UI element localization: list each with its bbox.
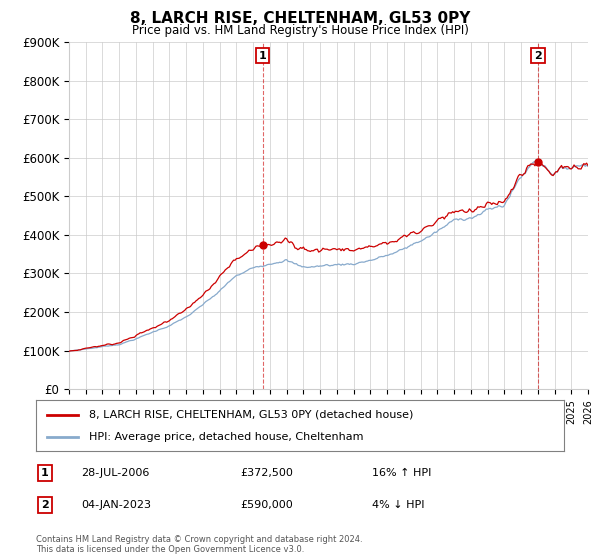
Text: HPI: Average price, detached house, Cheltenham: HPI: Average price, detached house, Chel… [89, 432, 364, 442]
Text: 2: 2 [534, 50, 542, 60]
Text: 1: 1 [41, 468, 49, 478]
Text: Contains HM Land Registry data © Crown copyright and database right 2024.
This d: Contains HM Land Registry data © Crown c… [36, 535, 362, 554]
Text: 8, LARCH RISE, CHELTENHAM, GL53 0PY (detached house): 8, LARCH RISE, CHELTENHAM, GL53 0PY (det… [89, 409, 413, 419]
Text: Price paid vs. HM Land Registry's House Price Index (HPI): Price paid vs. HM Land Registry's House … [131, 24, 469, 36]
Text: 2: 2 [41, 500, 49, 510]
Text: 28-JUL-2006: 28-JUL-2006 [81, 468, 149, 478]
Text: £590,000: £590,000 [240, 500, 293, 510]
Text: 16% ↑ HPI: 16% ↑ HPI [372, 468, 431, 478]
Text: £372,500: £372,500 [240, 468, 293, 478]
Text: 8, LARCH RISE, CHELTENHAM, GL53 0PY: 8, LARCH RISE, CHELTENHAM, GL53 0PY [130, 11, 470, 26]
Text: 4% ↓ HPI: 4% ↓ HPI [372, 500, 425, 510]
Text: 1: 1 [259, 50, 266, 60]
Text: 04-JAN-2023: 04-JAN-2023 [81, 500, 151, 510]
